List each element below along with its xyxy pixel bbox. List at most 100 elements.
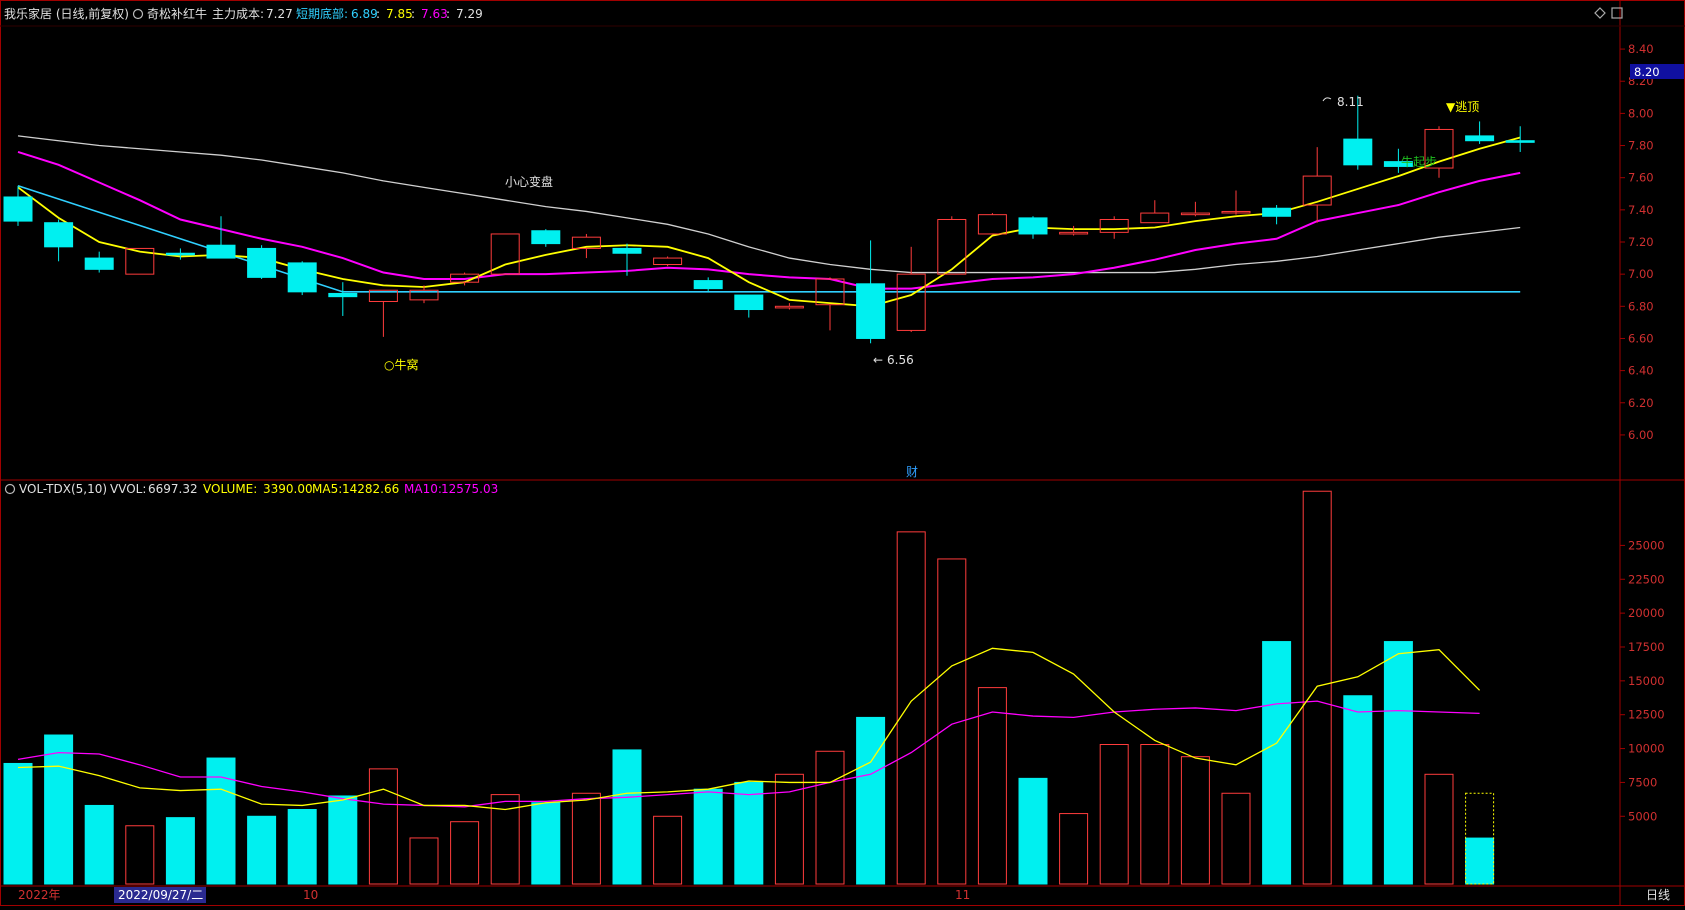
candle-up-body (1424, 128, 1454, 169)
ma-long-line (17, 135, 1521, 274)
vvol-estimate-outline (1465, 792, 1495, 885)
ma-mid-line (17, 151, 1521, 290)
date-cursor-label: 2022/09/27/二 (118, 888, 203, 902)
volume-tick-label: 10000 (1628, 742, 1665, 756)
volume-bar-up (409, 837, 439, 885)
price-tick-label: 8.40 (1628, 42, 1654, 56)
volume-bar-up (937, 558, 967, 885)
candle-down-body (531, 230, 561, 245)
month-nov-label: 11 (955, 888, 970, 902)
maximize-icon[interactable] (1611, 7, 1623, 19)
high-pointer-icon (1322, 97, 1332, 102)
short-bottom-value: 6.89 (351, 7, 378, 21)
volume-bar-up (1221, 792, 1251, 885)
candle-down-body (84, 257, 114, 270)
price-tick-label: 6.00 (1628, 428, 1654, 442)
volume-bar-up (774, 773, 804, 885)
price-annotations: 小心变盘 ○牛窝 牛起步 ▼逃顶 8.11 ← 6.56 财 (384, 95, 1479, 479)
candle-up-body (450, 273, 480, 283)
price-tick-label: 7.00 (1628, 267, 1654, 281)
candle-up-body (815, 278, 845, 306)
value-c: 7.29 (456, 7, 483, 21)
price-tick-label: 7.40 (1628, 203, 1654, 217)
volume-bar-down (165, 817, 195, 885)
volume-indicator-name: VOL-TDX(5,10) (19, 482, 107, 496)
stock-title[interactable]: 我乐家居 (日线,前复权) (4, 6, 129, 21)
volume-bar-up (653, 815, 683, 885)
candle-down-body (206, 244, 236, 259)
volume-toggle-icon[interactable] (4, 483, 16, 495)
candle-down-body (44, 222, 74, 248)
candle-up-body (1099, 218, 1129, 233)
candle-down-body (693, 280, 723, 290)
escape-top-annotation: ▼逃顶 (1446, 100, 1479, 114)
volume-label: VOLUME: (203, 482, 257, 496)
finance-marker[interactable]: 财 (906, 465, 918, 479)
volume-bar-up (1180, 756, 1210, 885)
volume-value: 3390.00 (263, 482, 313, 496)
volume-bar-down (734, 781, 764, 885)
volume-bar-down (693, 788, 723, 885)
bull-nest-annotation: ○牛窝 (384, 357, 418, 372)
volume-bar-up (896, 531, 926, 885)
candle-up-body (896, 273, 926, 331)
volume-bar-down (1018, 777, 1048, 885)
volume-bar-up (1059, 813, 1089, 885)
volume-axis: 25000 22500 20000 17500 15000 12500 10000 7500 5… (1620, 538, 1665, 823)
volume-bar-up (815, 750, 845, 885)
candle-up-body (1059, 231, 1089, 235)
price-tick-label: 6.20 (1628, 396, 1654, 410)
price-tag-box (1630, 64, 1684, 79)
volume-tick-label: 7500 (1628, 775, 1657, 789)
price-tick-label: 7.60 (1628, 171, 1654, 185)
candle-down-body (1262, 207, 1292, 217)
period-label[interactable]: 日线 (1646, 888, 1670, 902)
candle-up-body (1140, 212, 1170, 224)
price-axis: 8.408.208.007.807.607.407.207.006.806.60… (1620, 42, 1654, 442)
vvol-value: 6697.32 (148, 482, 198, 496)
candle-up-body (1180, 212, 1210, 216)
indicator-toggle-icon[interactable] (132, 8, 144, 20)
date-cursor-box (114, 887, 206, 903)
price-tick-label: 6.80 (1628, 299, 1654, 313)
volume-bar-down (1262, 641, 1292, 885)
candlesticks (3, 95, 1535, 344)
volume-bar-down (84, 804, 114, 885)
volume-tick-label: 15000 (1628, 674, 1665, 688)
price-tick-label: 7.80 (1628, 139, 1654, 153)
volume-tick-label: 17500 (1628, 640, 1665, 654)
candle-down-body (1383, 161, 1413, 167)
candle-down-body (734, 294, 764, 311)
volume-bar-down (328, 795, 358, 885)
careful-annotation: 小心变盘 (505, 174, 553, 189)
value-a: 7.85 (386, 7, 413, 21)
bull-start-annotation: 牛起步 (1401, 154, 1437, 169)
volume-bar-down (247, 815, 277, 885)
candle-down-body (856, 283, 886, 339)
time-axis: 2022年 2022/09/27/二 10 11 日线 (18, 887, 1670, 903)
volume-tick-label: 20000 (1628, 606, 1665, 620)
ma5-value: 14282.66 (342, 482, 399, 496)
volume-bar-down (3, 762, 33, 885)
volume-bar-down (531, 802, 561, 885)
volume-bar-up (1099, 743, 1129, 885)
candle-up-body (1221, 210, 1251, 214)
candle-up-body (653, 257, 683, 266)
diamond-icon[interactable] (1594, 7, 1606, 19)
volume-ma10-line (17, 700, 1480, 808)
price-tick-label: 7.20 (1628, 235, 1654, 249)
volume-tick-label: 22500 (1628, 572, 1665, 586)
moving-average-lines (17, 135, 1521, 308)
candle-up-body (1302, 175, 1332, 206)
volume-bar-up (571, 792, 601, 885)
vvol-label: VVOL: (110, 482, 146, 496)
month-oct-label: 10 (303, 888, 318, 902)
volume-bar-up (1424, 773, 1454, 885)
volume-bars (3, 490, 1495, 885)
high-price-label: 8.11 (1337, 95, 1364, 109)
separator: : (376, 7, 380, 21)
low-arrow-icon: ← (873, 353, 883, 367)
volume-tick-label: 12500 (1628, 708, 1665, 722)
